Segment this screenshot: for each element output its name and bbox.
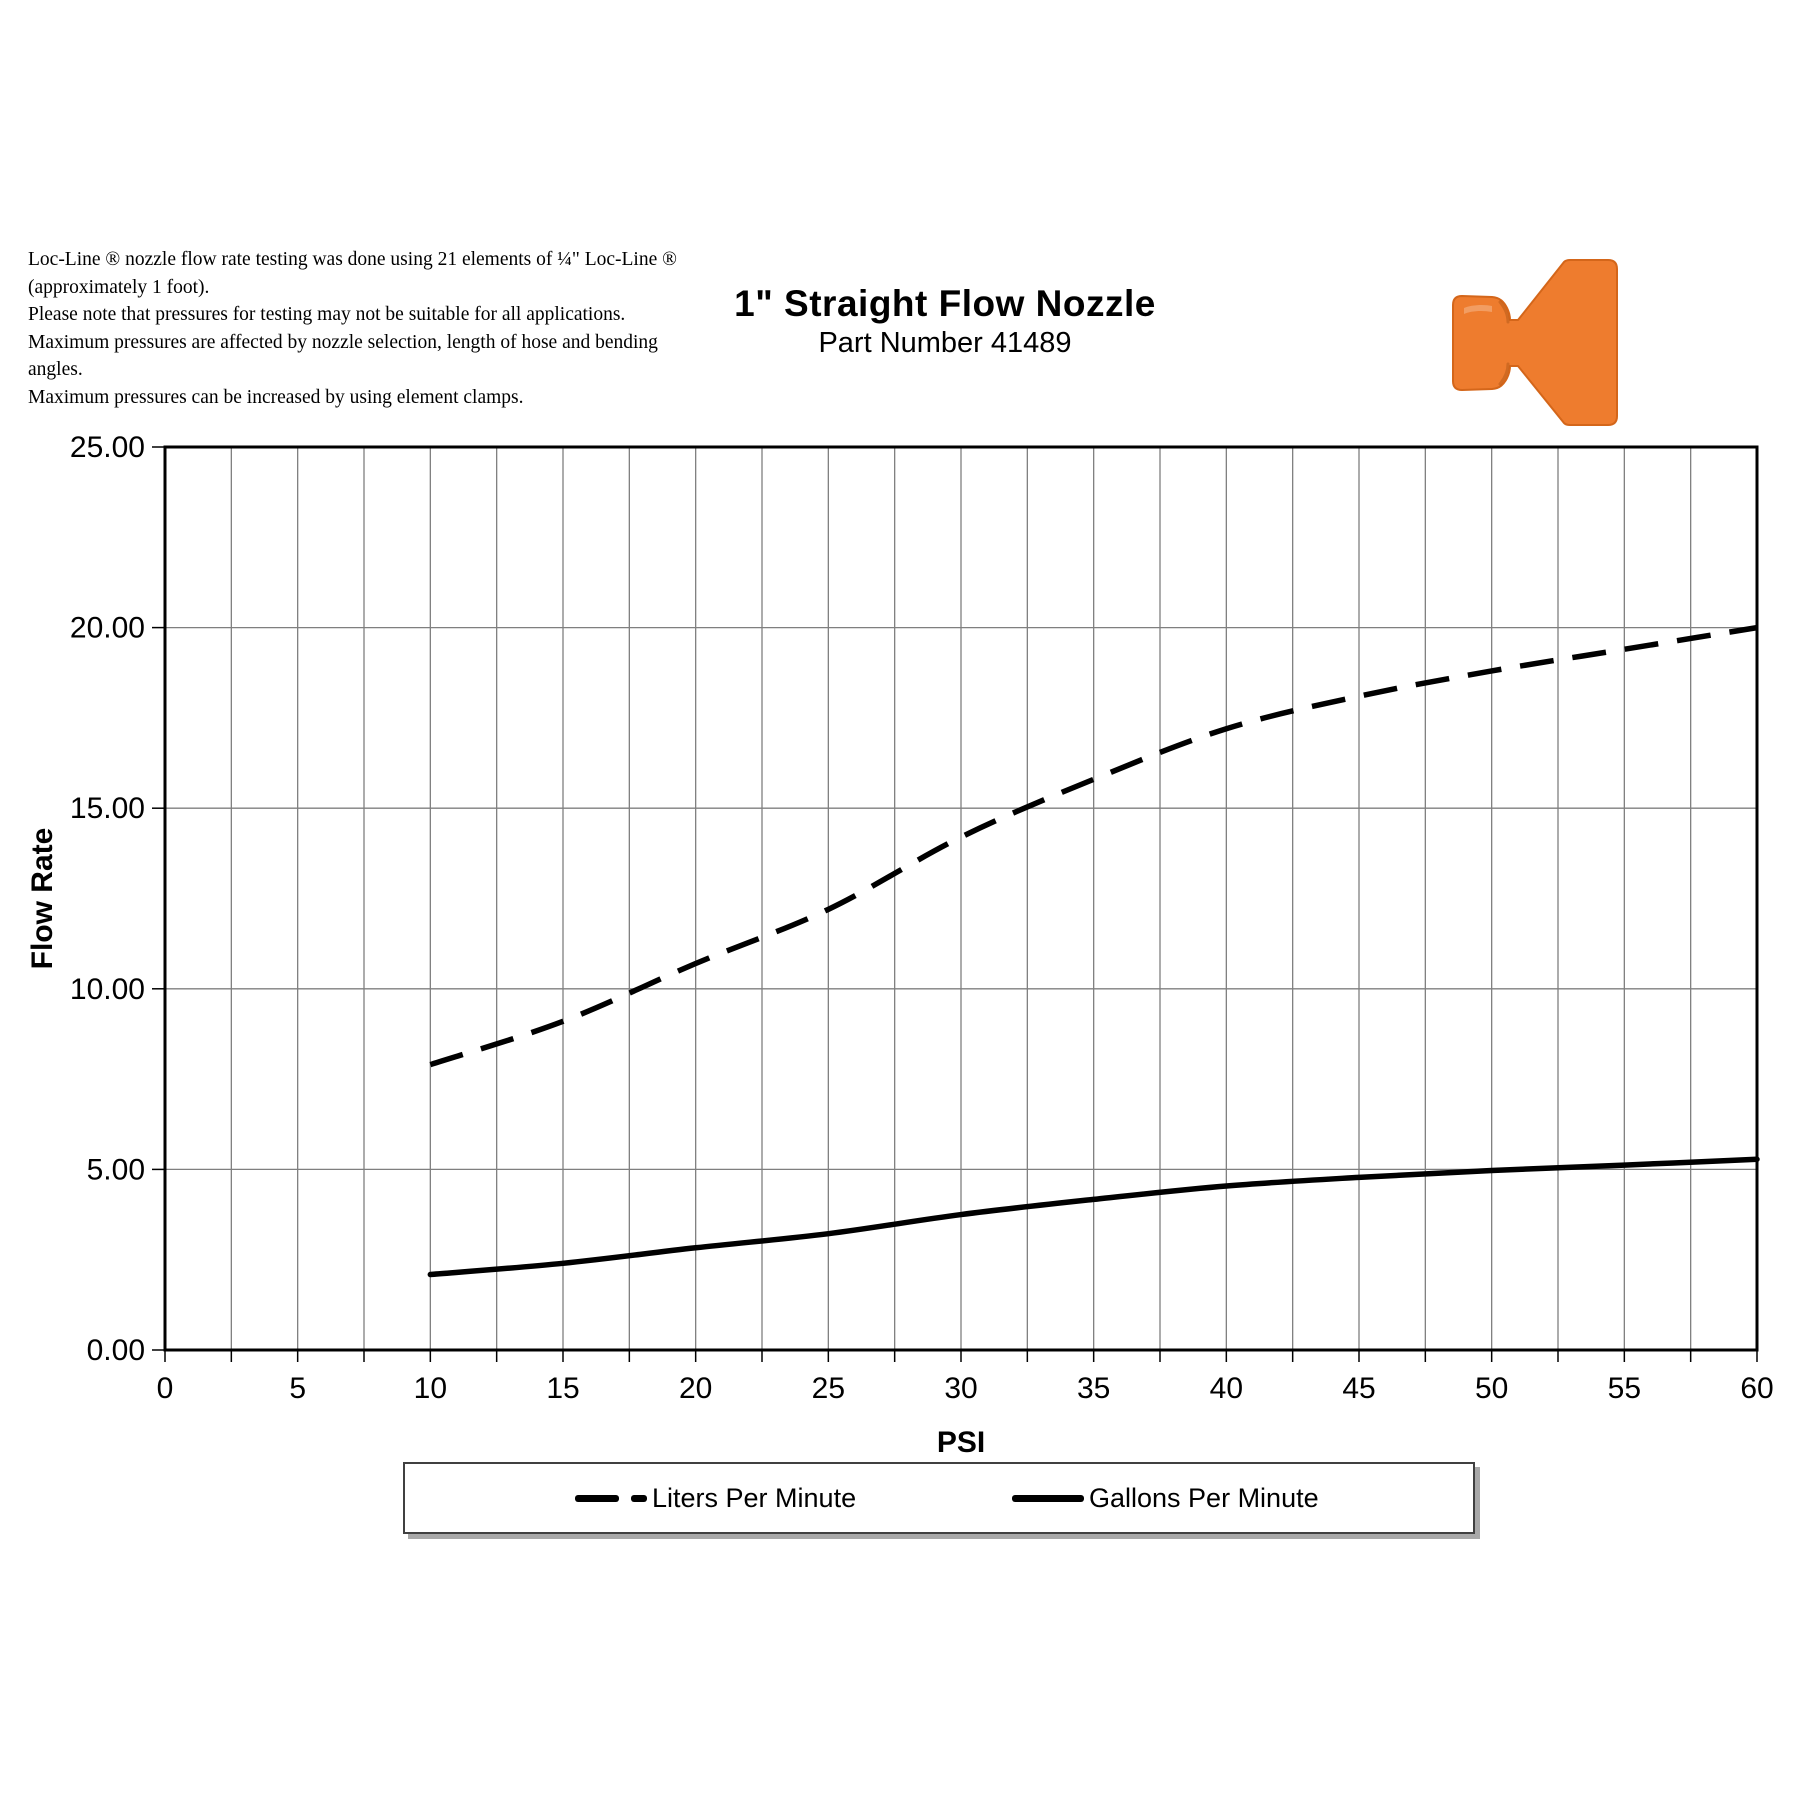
nozzle-highlight (1464, 304, 1492, 314)
nozzle-silhouette (1452, 259, 1618, 426)
x-tick-label-50: 50 (1475, 1372, 1508, 1405)
plot-frame (163, 445, 1759, 1352)
x-tick-label-45: 45 (1342, 1372, 1375, 1405)
x-tick-label-0: 0 (157, 1372, 174, 1405)
nozzle-product-image (1452, 259, 1618, 426)
x-tick-label-35: 35 (1077, 1372, 1110, 1405)
nozzle-cup-ridge-shading (1498, 300, 1510, 386)
legend-entry-liters: Liters Per Minute (575, 1464, 856, 1532)
chart-title: 1" Straight Flow Nozzle (734, 283, 1156, 324)
y-tick-label-10.00: 10.00 (70, 973, 145, 1006)
y-tick-label-20.00: 20.00 (70, 612, 145, 645)
x-tick-label-40: 40 (1210, 1372, 1243, 1405)
title-block: 1" Straight Flow Nozzle Part Number 4148… (625, 283, 1265, 361)
legend-label-gallons: Gallons Per Minute (1089, 1482, 1319, 1513)
series-dashed-liters-per-minute (429, 624, 1758, 1068)
y-tick-label-0.00: 0.00 (87, 1334, 145, 1367)
part-number-subtitle: Part Number 41489 (818, 327, 1072, 359)
y-tick-label-5.00: 5.00 (87, 1153, 145, 1186)
series-solid-gallons-per-minute (427, 1156, 1760, 1278)
solid-line-sample (1012, 1494, 1084, 1502)
y-tick-label-25.00: 25.00 (70, 431, 145, 464)
legend-entry-gallons: Gallons Per Minute (1012, 1464, 1319, 1532)
x-tick-label-15: 15 (546, 1372, 579, 1405)
x-tick-label-20: 20 (679, 1372, 712, 1405)
x-axis-title: PSI (937, 1426, 985, 1459)
x-tick-label-55: 55 (1608, 1372, 1641, 1405)
notes-paragraph: Loc-Line ® nozzle flow rate testing was … (28, 249, 677, 408)
x-tick-label-25: 25 (812, 1372, 845, 1405)
legend-label-liters: Liters Per Minute (652, 1482, 857, 1513)
y-axis-title: Flow Rate (26, 828, 59, 970)
chart-legend: Liters Per Minute Gallons Per Minute (403, 1462, 1475, 1534)
dashed-line-sample-short (631, 1494, 647, 1502)
x-tick-label-60: 60 (1740, 1372, 1773, 1405)
x-tick-label-10: 10 (414, 1372, 447, 1405)
dashed-line-sample (575, 1494, 619, 1502)
x-tick-label-5: 5 (289, 1372, 306, 1405)
x-tick-label-30: 30 (944, 1372, 977, 1405)
y-tick-label-15.00: 15.00 (70, 792, 145, 825)
